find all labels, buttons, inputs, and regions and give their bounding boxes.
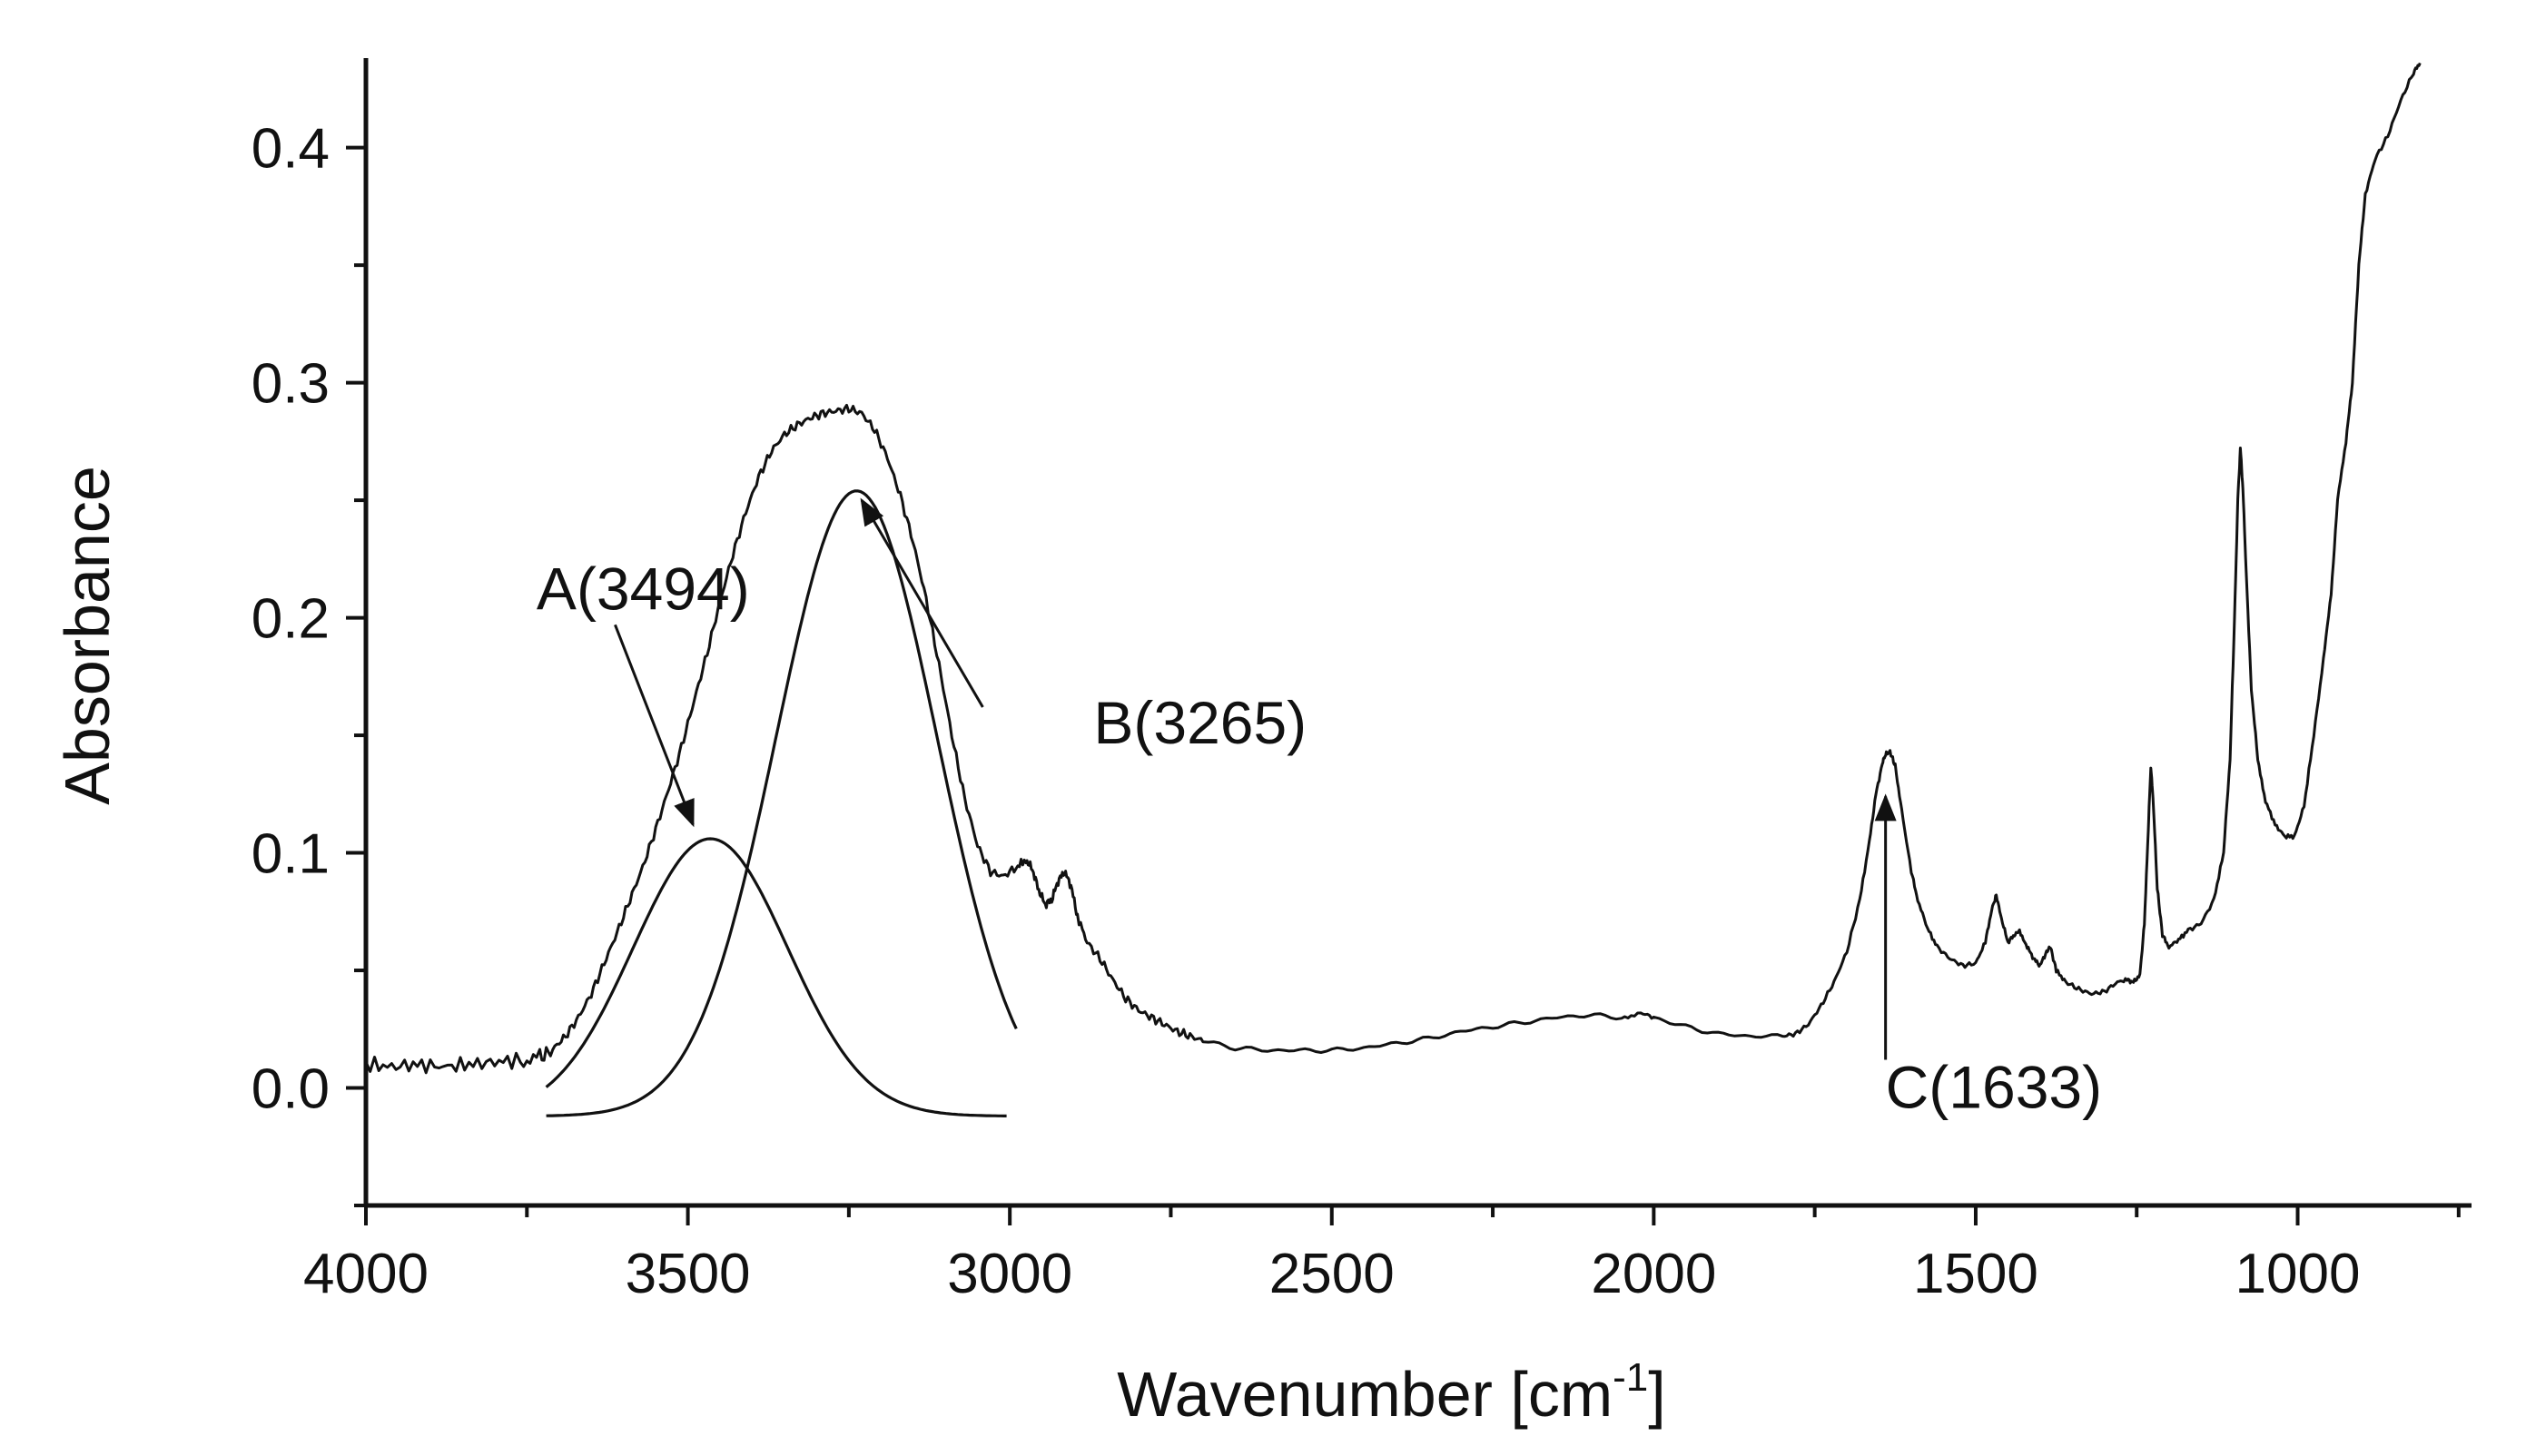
x-tick-label: 1000 (2235, 1243, 2361, 1305)
x-tick-label: 2500 (1269, 1243, 1395, 1305)
x-tick-label: 1500 (1913, 1243, 2038, 1305)
x-tick-label: 3000 (947, 1243, 1072, 1305)
fitted-peak-curve-1 (545, 837, 1007, 1117)
y-tick-label: 0.3 (252, 353, 330, 416)
x-tick-label: 4000 (303, 1243, 429, 1305)
y-tick-label: 0.4 (252, 118, 330, 181)
labels: 4000 3500 3000 2500 2000 1500 1000 0.0 0.1 0.2 0.3… (52, 118, 2360, 1430)
x-tick-label: 2000 (1591, 1243, 1716, 1305)
x-tick-label: 3500 (626, 1243, 751, 1305)
annotations: A(3494) B(3265) C(1633) (537, 497, 2102, 1121)
fitted-peak-curve-2 (546, 489, 1018, 1117)
series-group (364, 62, 2422, 1117)
annotation-label: B(3265) (1093, 689, 1307, 756)
axes (363, 58, 2472, 1208)
annotation-label: C(1633) (1886, 1054, 2102, 1121)
spectrum-line (364, 62, 2422, 1075)
y-tick-label: 0.1 (252, 823, 330, 886)
y-tick-label: 0.2 (252, 588, 330, 651)
x-axis-title-main: Wavenumber [cm (1117, 1359, 1613, 1430)
x-axis-title: Wavenumber [cm-1] (1117, 1355, 1665, 1430)
x-axis-title-superscript: -1 (1613, 1355, 1648, 1400)
x-axis-title-bracket: ] (1648, 1359, 1665, 1430)
y-axis-title: Absorbance (52, 466, 123, 805)
y-tick-label: 0.0 (252, 1058, 330, 1121)
annotation-label: A(3494) (537, 556, 750, 623)
tick-marks (346, 145, 2461, 1225)
annotation-arrow (860, 497, 984, 708)
annotation-arrow (614, 624, 695, 828)
